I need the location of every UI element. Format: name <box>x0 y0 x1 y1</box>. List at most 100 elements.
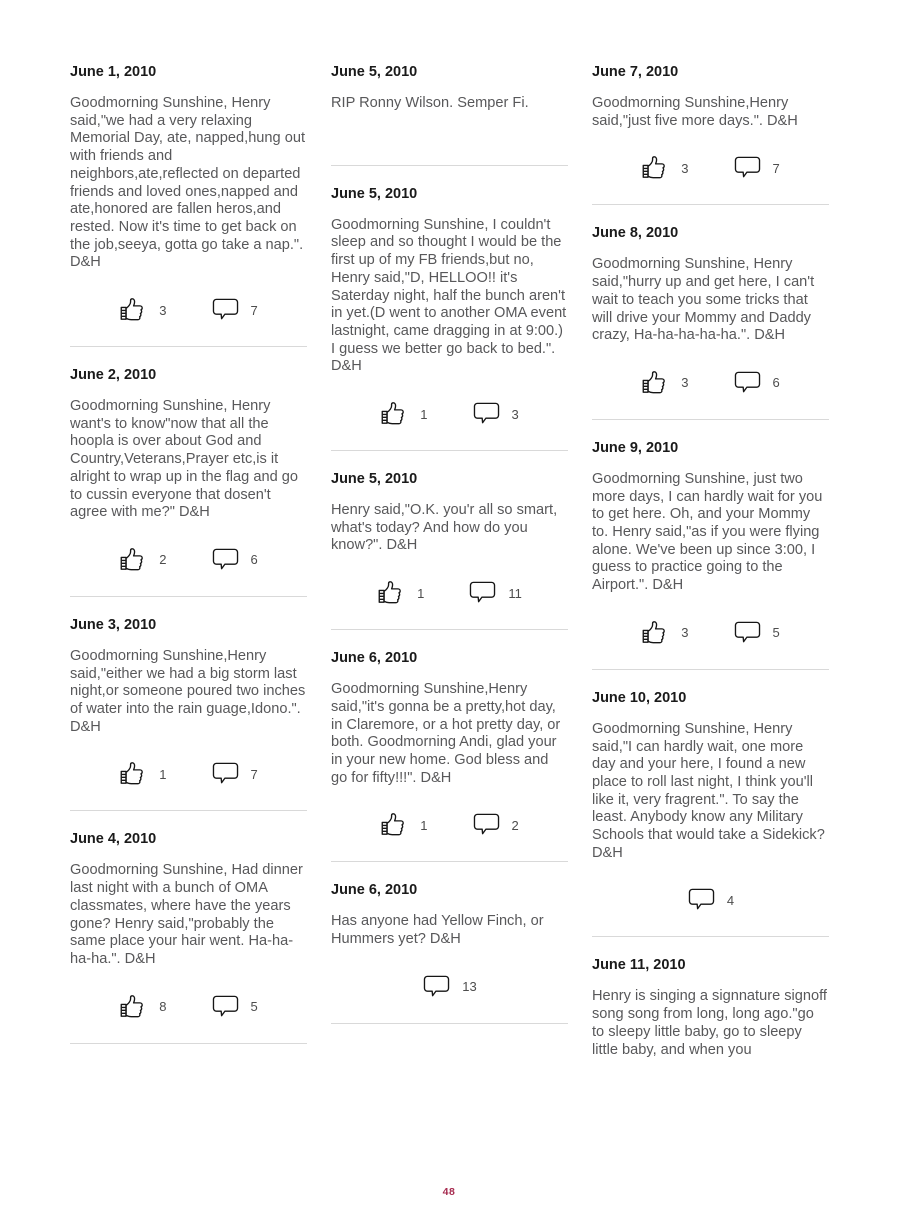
like-count: 1 <box>417 585 425 601</box>
comment-count-group: 7 <box>733 155 780 181</box>
comment-bubble-icon <box>472 812 501 838</box>
post-body: Henry said,"O.K. you'r all so smart, wha… <box>331 502 558 554</box>
post-divider <box>331 629 568 631</box>
like-count-group: 3 <box>641 155 689 181</box>
post-body: Goodmorning Sunshine, I couldn't sleep a… <box>331 216 567 375</box>
reactions-row: 3 7 <box>592 154 829 182</box>
posts-grid: June 1, 2010 Goodmorning Sunshine, Henry… <box>70 64 829 1111</box>
post-body: Goodmorning Sunshine, Henry said,"we had… <box>70 95 305 271</box>
reactions-row: 2 6 <box>70 546 307 574</box>
post-date: June 8, 2010 <box>592 225 679 242</box>
thumbs-up-icon <box>119 994 148 1020</box>
post-divider <box>592 668 829 670</box>
post: June 2, 2010 Goodmorning Sunshine, Henry… <box>70 367 307 597</box>
reactions-row: 1 7 <box>70 760 307 788</box>
comment-count-group: 3 <box>472 401 519 427</box>
column-1: June 1, 2010 Goodmorning Sunshine, Henry… <box>70 64 307 1111</box>
comment-count: 7 <box>250 766 258 782</box>
post-date: June 7, 2010 <box>592 64 679 80</box>
post: June 5, 2010 Goodmorning Sunshine, I cou… <box>331 185 568 452</box>
post: June 8, 2010 Goodmorning Sunshine, Henry… <box>592 225 829 420</box>
post-date: June 1, 2010 <box>70 64 157 80</box>
comment-count: 5 <box>250 999 258 1015</box>
post-date: June 9, 2010 <box>592 439 679 456</box>
post-divider <box>592 936 829 938</box>
comment-count-group: 7 <box>211 297 258 323</box>
post-body: Goodmorning Sunshine, Had dinner last ni… <box>70 862 303 967</box>
post-body: Goodmorning Sunshine, Henry want's to kn… <box>70 398 298 521</box>
thumbs-up-icon <box>377 580 406 606</box>
post-body: Henry is singing a signnature signoff so… <box>592 988 827 1058</box>
like-count: 1 <box>420 406 428 422</box>
like-count-group: 3 <box>641 370 689 396</box>
comment-bubble-icon <box>422 974 451 1000</box>
thumbs-up-icon <box>641 370 670 396</box>
reactions-row: 4 <box>592 886 829 914</box>
post: June 6, 2010 Goodmorning Sunshine,Henry … <box>331 650 568 863</box>
reactions-row: 8 5 <box>70 993 307 1021</box>
comment-bubble-icon <box>733 155 762 181</box>
comment-count-group: 5 <box>733 620 780 646</box>
thumbs-up-icon <box>119 761 148 787</box>
post-body: RIP Ronny Wilson. Semper Fi. <box>331 95 529 111</box>
post: June 3, 2010 Goodmorning Sunshine,Henry … <box>70 617 307 812</box>
post-divider <box>70 1042 307 1044</box>
page-number: 48 <box>442 1186 456 1198</box>
post-divider <box>592 204 829 206</box>
post-date: June 10, 2010 <box>592 689 687 706</box>
like-count-group: 3 <box>119 297 167 323</box>
comment-count-group: 7 <box>211 761 258 787</box>
post-date: June 3, 2010 <box>70 616 157 633</box>
reactions-row: 3 5 <box>592 619 829 647</box>
reactions-row: 1 3 <box>331 400 568 428</box>
comment-count: 7 <box>250 302 258 318</box>
comment-bubble-icon <box>211 761 240 787</box>
like-count: 3 <box>681 625 689 641</box>
like-count-group: 2 <box>119 547 167 573</box>
reactions-row: 13 <box>331 973 568 1001</box>
comment-bubble-icon <box>211 547 240 573</box>
post-date: June 5, 2010 <box>331 471 418 488</box>
post: June 6, 2010 Has anyone had Yellow Finch… <box>331 882 568 1024</box>
comment-count: 6 <box>250 552 258 568</box>
comment-bubble-icon <box>211 297 240 323</box>
like-count-group: 3 <box>641 620 689 646</box>
thumbs-up-icon <box>119 297 148 323</box>
post-divider <box>331 861 568 863</box>
post: June 5, 2010 RIP Ronny Wilson. Semper Fi… <box>331 64 568 166</box>
post: June 11, 2010 Henry is singing a signnat… <box>592 957 829 1059</box>
post-body: Has anyone had Yellow Finch, or Hummers … <box>331 913 544 948</box>
comment-bubble-icon <box>733 370 762 396</box>
like-count: 2 <box>159 552 167 568</box>
comment-bubble-icon <box>687 887 716 913</box>
comment-count: 7 <box>772 160 780 176</box>
post-divider <box>331 164 568 166</box>
post: June 4, 2010 Goodmorning Sunshine, Had d… <box>70 831 307 1044</box>
comment-count-group: 11 <box>468 580 522 606</box>
post-divider <box>70 595 307 597</box>
like-count: 1 <box>420 817 428 833</box>
comment-count: 13 <box>462 979 477 995</box>
post-body: Goodmorning Sunshine,Henry said,"it's go… <box>331 681 561 786</box>
post-date: June 4, 2010 <box>70 831 157 848</box>
like-count: 3 <box>681 375 689 391</box>
post: June 9, 2010 Goodmorning Sunshine, just … <box>592 440 829 670</box>
post-body: Goodmorning Sunshine, just two more days… <box>592 470 823 594</box>
like-count-group: 1 <box>380 812 428 838</box>
comment-count-group: 13 <box>422 974 477 1000</box>
post-divider <box>70 810 307 812</box>
comment-count: 6 <box>772 375 780 391</box>
comment-bubble-icon <box>733 620 762 646</box>
like-count: 3 <box>681 160 689 176</box>
comment-count: 11 <box>508 585 522 601</box>
column-2: June 5, 2010 RIP Ronny Wilson. Semper Fi… <box>331 64 568 1111</box>
comment-count: 5 <box>772 625 780 641</box>
reactions-row: 3 6 <box>592 369 829 397</box>
post-body: Goodmorning Sunshine, Henry said,"hurry … <box>592 256 815 344</box>
post-date: June 5, 2010 <box>331 185 418 202</box>
post-date: June 2, 2010 <box>70 367 157 384</box>
comment-count: 2 <box>511 817 519 833</box>
post-date: June 6, 2010 <box>331 650 418 667</box>
like-count-group: 1 <box>377 580 424 606</box>
like-count-group: 8 <box>119 994 167 1020</box>
